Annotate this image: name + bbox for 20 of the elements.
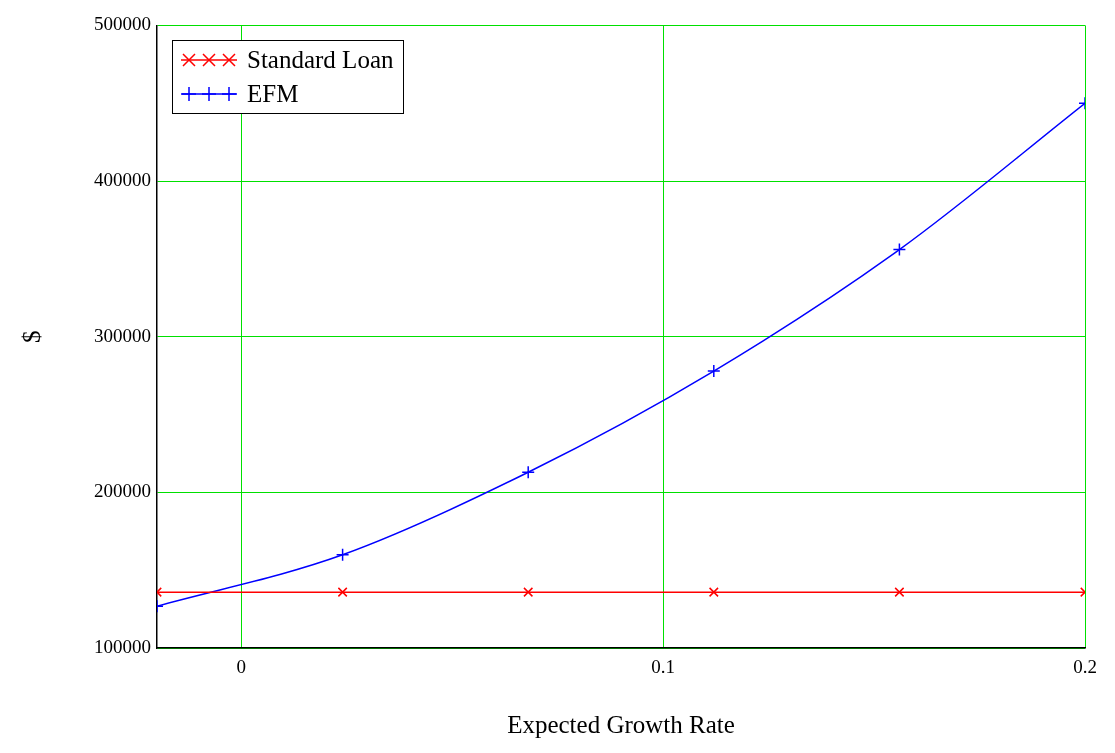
point [708, 587, 719, 598]
x-axis-title: Expected Growth Rate [507, 710, 735, 738]
y-tick-label: 100000 [94, 636, 151, 658]
point [707, 364, 721, 378]
legend-label: EFM [247, 79, 299, 110]
point [337, 587, 348, 598]
point [335, 548, 350, 562]
y-tick-label: 200000 [94, 480, 151, 502]
x-tick-label: 0.1 [651, 655, 676, 677]
x-tick-label: 0.2 [1073, 655, 1097, 677]
y-tick-label: 500000 [94, 13, 151, 35]
point [894, 587, 905, 598]
legend-label: Standard Loan [247, 45, 394, 76]
x-tick-label: 0 [236, 655, 247, 677]
y-tick-label: 300000 [94, 324, 151, 346]
point [523, 587, 534, 598]
point [892, 242, 907, 257]
y-axis-title: $ [17, 330, 45, 344]
y-tick-label: 400000 [94, 169, 151, 191]
point [521, 465, 535, 480]
